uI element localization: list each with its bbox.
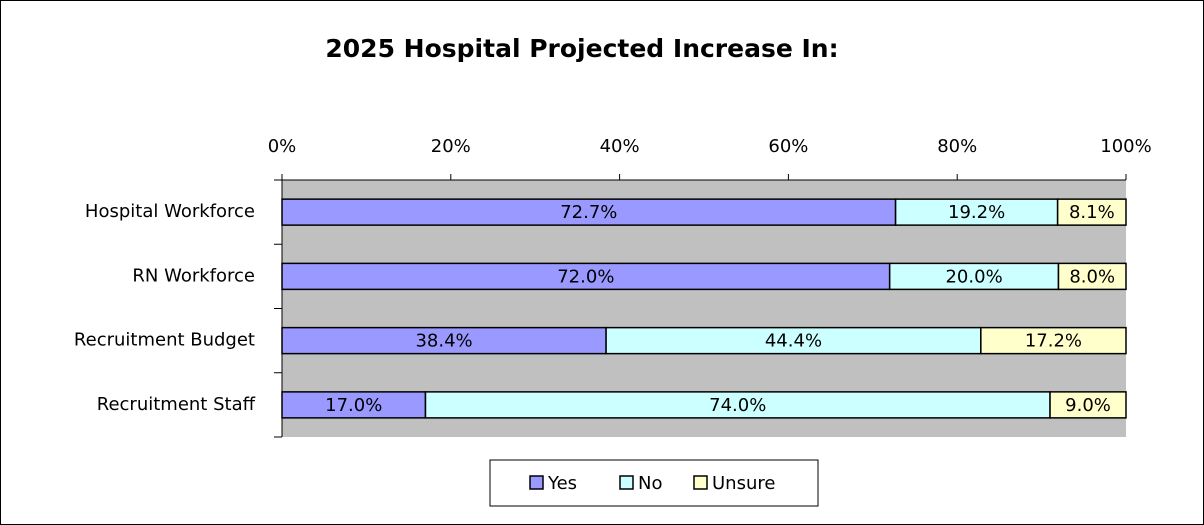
- data-label: 17.2%: [1025, 331, 1082, 352]
- x-tick-label: 20%: [431, 136, 471, 157]
- bar-segment: [281, 262, 891, 291]
- bar-segment: [424, 391, 1051, 419]
- x-tick-label: 40%: [600, 136, 640, 157]
- data-label: 72.0%: [557, 266, 614, 287]
- x-tick-label: 100%: [1100, 136, 1151, 157]
- x-tick-label: 80%: [937, 136, 977, 157]
- data-label: 8.1%: [1069, 202, 1115, 223]
- legend-swatch: [693, 475, 708, 490]
- y-tick-label: RN Workforce: [132, 265, 255, 286]
- data-label: 17.0%: [325, 395, 382, 416]
- bar-segment: [605, 326, 982, 355]
- data-label: 19.2%: [948, 202, 1005, 223]
- bar-segment: [1056, 198, 1127, 226]
- legend-swatch: [529, 475, 544, 490]
- bar-segment: [281, 391, 427, 419]
- legend-swatch: [619, 475, 634, 490]
- legend-label: No: [638, 473, 662, 494]
- bar-segment: [980, 326, 1127, 355]
- data-label: 8.0%: [1069, 266, 1115, 287]
- y-tick-label: Recruitment Staff: [97, 394, 256, 415]
- chart-title: 2025 Hospital Projected Increase In:: [325, 34, 838, 63]
- legend-label: Unsure: [712, 473, 775, 494]
- bar-segment: [281, 198, 897, 226]
- bar-segment: [888, 262, 1060, 291]
- data-label: 38.4%: [415, 331, 472, 352]
- bar-segment: [894, 198, 1059, 226]
- bar-segment: [281, 326, 607, 355]
- data-label: 72.7%: [560, 202, 617, 223]
- bar-segment: [1049, 391, 1127, 419]
- y-tick-label: Hospital Workforce: [85, 201, 255, 222]
- data-label: 9.0%: [1065, 395, 1111, 416]
- x-tick-label: 0%: [268, 136, 297, 157]
- data-label: 44.4%: [765, 331, 822, 352]
- x-tick-label: 60%: [768, 136, 808, 157]
- bar-segment: [1057, 262, 1127, 291]
- y-tick-label: Recruitment Budget: [74, 330, 255, 351]
- data-label: 20.0%: [945, 266, 1002, 287]
- data-label: 74.0%: [709, 395, 766, 416]
- legend-label: Yes: [547, 473, 577, 494]
- legend-box: [489, 459, 819, 507]
